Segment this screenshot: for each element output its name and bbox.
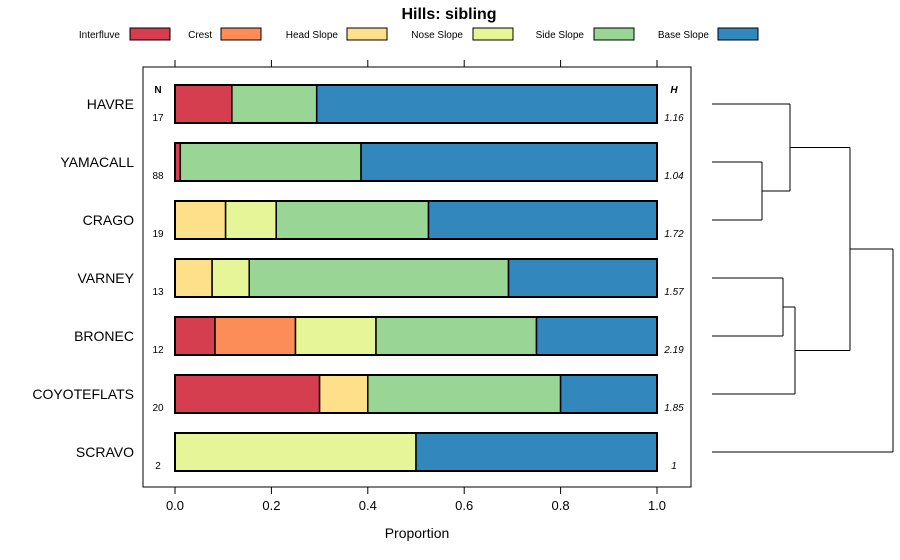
legend-label-interfluve: Interfluve [79, 30, 121, 41]
legend-label-side-slope: Side Slope [536, 30, 585, 41]
category-label-scravo: SCRAVO [76, 444, 134, 460]
bar-outline-varney [174, 258, 658, 298]
bar-coyoteflats-head-slope [318, 374, 369, 414]
bar-scravo-nose-slope [174, 432, 417, 472]
bar-coyoteflats-interfluve [174, 374, 321, 414]
bar-bronec-nose-slope [294, 316, 377, 356]
h-label-bronec: 2.19 [663, 345, 684, 356]
legend-label-head-slope: Head Slope [286, 30, 339, 41]
x-tick-label-3: 0.6 [455, 498, 473, 513]
x-tick-label-1: 0.2 [262, 498, 280, 513]
category-label-bronec: BRONEC [74, 328, 134, 344]
bar-yamacall-base-slope [360, 142, 658, 182]
legend-swatch-side-slope [593, 27, 635, 41]
chart-title: Hills: sibling [401, 6, 496, 23]
bars [174, 84, 658, 472]
n-label-coyoteflats: 20 [152, 403, 164, 414]
bar-varney-base-slope [507, 258, 658, 298]
bar-outline-bronec [174, 316, 658, 356]
bar-bronec-base-slope [535, 316, 658, 356]
category-label-varney: VARNEY [77, 270, 134, 286]
legend-swatch-interfluve [129, 27, 171, 41]
x-tick-label-4: 0.8 [552, 498, 570, 513]
h-label-coyoteflats: 1.85 [664, 403, 684, 414]
x-tick-label-2: 0.4 [359, 498, 377, 513]
bar-coyoteflats-base-slope [559, 374, 658, 414]
n-label-bronec: 12 [152, 345, 164, 356]
x-tick-label-5: 1.0 [648, 498, 666, 513]
legend-label-base-slope: Base Slope [658, 30, 710, 41]
category-label-crago: CRAGO [83, 212, 134, 228]
legend-label-nose-slope: Nose Slope [411, 30, 463, 41]
bar-havre-interfluve [174, 84, 233, 124]
bar-varney-side-slope [248, 258, 510, 298]
bar-bronec-side-slope [375, 316, 538, 356]
bar-outline-yamacall [174, 142, 658, 182]
h-label-crago: 1.72 [664, 229, 684, 240]
bar-outline-coyoteflats [174, 374, 658, 414]
bar-bronec-crest [214, 316, 297, 356]
category-label-yamacall: YAMACALL [60, 154, 134, 170]
legend-swatch-nose-slope [472, 27, 514, 41]
n-label-varney: 13 [152, 287, 164, 298]
h-header: H [670, 85, 678, 96]
n-labels: 17 88 19 13 12 20 2 [152, 113, 164, 472]
legend-label-crest: Crest [188, 30, 212, 41]
legend: Interfluve Crest Head Slope Nose Slope Side … [79, 27, 759, 41]
x-tick-label-0: 0.0 [166, 498, 184, 513]
category-labels: HAVRE YAMACALL CRAGO VARNEY BRONEC COYOTEFLAT… [32, 96, 134, 460]
n-label-havre: 17 [152, 113, 164, 124]
bar-varney-nose-slope [211, 258, 250, 298]
h-label-havre: 1.16 [664, 113, 684, 124]
bar-coyoteflats-side-slope [367, 374, 562, 414]
legend-swatch-base-slope [717, 27, 759, 41]
bar-yamacall-side-slope [179, 142, 362, 182]
x-axis-title: Proportion [385, 525, 450, 541]
dendrogram [712, 103, 894, 453]
category-label-havre: HAVRE [87, 96, 134, 112]
bar-crago-head-slope [174, 200, 227, 240]
category-label-coyoteflats: COYOTEFLATS [32, 386, 134, 402]
bar-scravo-base-slope [415, 432, 658, 472]
bar-bronec-interfluve [174, 316, 216, 356]
h-label-yamacall: 1.04 [664, 171, 684, 182]
legend-swatch-head-slope [346, 27, 388, 41]
n-label-scravo: 2 [155, 461, 161, 472]
h-labels: 1.16 1.04 1.72 1.57 2.19 1.85 1 [663, 113, 684, 472]
bar-havre-base-slope [315, 84, 658, 124]
h-label-varney: 1.57 [664, 287, 684, 298]
bar-varney-head-slope [174, 258, 213, 298]
legend-swatch-crest [220, 27, 262, 41]
bar-crago-side-slope [275, 200, 430, 240]
x-axis: 0.0 0.2 0.4 0.6 0.8 1.0 [166, 60, 666, 513]
bar-outline-crago [174, 200, 658, 240]
plot-frame [142, 66, 692, 488]
bar-outline-scravo [174, 432, 658, 472]
bar-havre-side-slope [231, 84, 318, 124]
bar-outline-havre [174, 84, 658, 124]
n-header: N [154, 85, 161, 96]
n-label-yamacall: 88 [152, 171, 164, 182]
bar-crago-base-slope [427, 200, 658, 240]
h-label-scravo: 1 [671, 461, 677, 472]
n-label-crago: 19 [152, 229, 164, 240]
bar-crago-nose-slope [224, 200, 277, 240]
